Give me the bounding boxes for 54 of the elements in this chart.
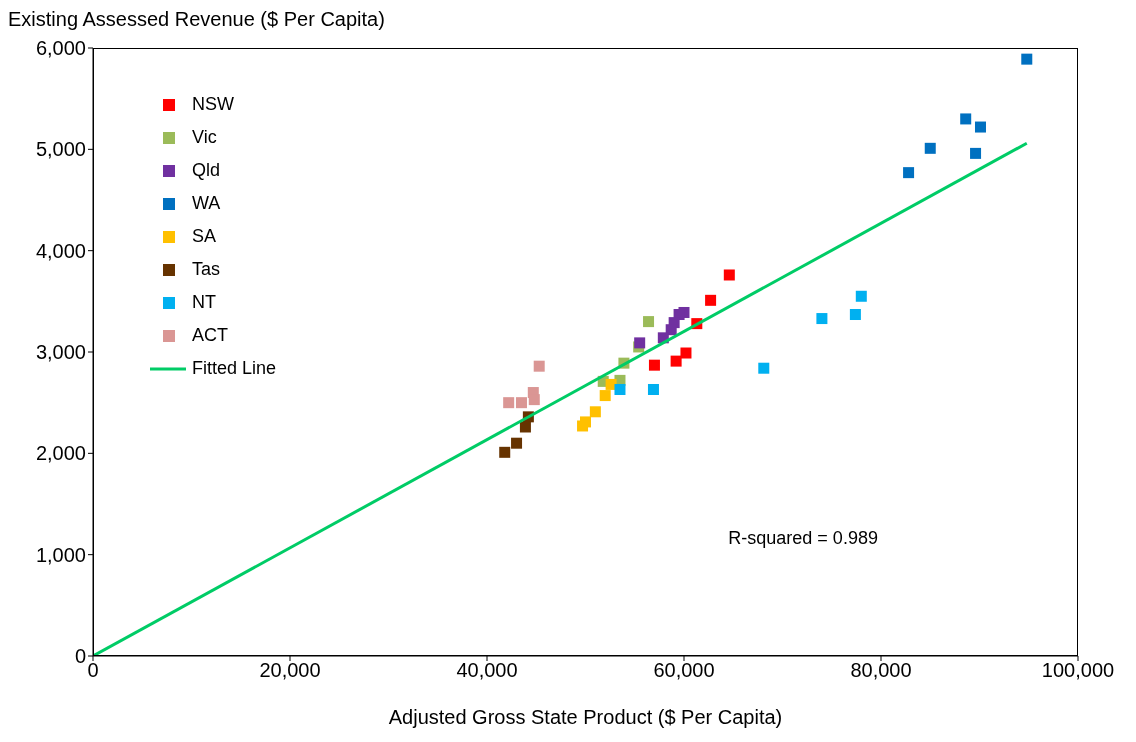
point [705,294,717,306]
point [511,437,523,449]
point [665,324,677,336]
point [614,383,626,395]
point [723,269,735,281]
point [758,362,770,374]
y-tick-label: 1,000 [35,543,86,566]
legend-label: Fitted Line [192,358,277,379]
point [589,406,601,418]
x-tick-label: 80,000 [850,659,912,682]
point [577,420,589,432]
y-tick-label: 0 [74,645,86,668]
legend-label: NSW [192,94,234,115]
point [970,147,982,159]
legend-label: Tas [192,259,221,280]
x-axis-title: Adjusted Gross State Product ($ Per Capita) [388,706,783,728]
point [647,383,659,395]
point [960,113,972,125]
point [533,360,545,372]
point [528,394,540,406]
y-tick-label: 3,000 [35,341,86,364]
legend-label: ACT [192,325,228,346]
y-tick-label: 6,000 [35,37,86,60]
point [903,167,915,179]
point [670,355,682,367]
y-tick-label: 5,000 [35,138,86,161]
annotation: R-squared = 0.989 [728,528,878,550]
legend-label: WA [192,193,221,214]
point [816,313,828,325]
x-tick-label: 100,000 [1041,659,1115,682]
y-axis-title: Existing Assessed Revenue ($ Per Capita) [8,8,386,32]
point [855,290,867,302]
legend-label: Vic [192,127,217,148]
y-tick-label: 2,000 [35,442,86,465]
point [515,397,527,409]
y-tick-label: 4,000 [35,239,86,262]
point [503,397,515,409]
point [924,142,936,154]
point [599,390,611,402]
point [648,359,660,371]
x-tick-label: 40,000 [456,659,518,682]
x-tick-label: 60,000 [653,659,715,682]
point [519,421,531,433]
legend-label: SA [192,226,217,247]
point [643,316,655,328]
point [849,309,861,321]
legend-label: Qld [192,160,221,181]
point [499,446,511,458]
point [1021,53,1033,65]
legend-label: NT [192,292,216,313]
point [974,121,986,133]
x-tick-label: 20,000 [259,659,321,682]
point [634,337,646,349]
point [680,347,692,359]
